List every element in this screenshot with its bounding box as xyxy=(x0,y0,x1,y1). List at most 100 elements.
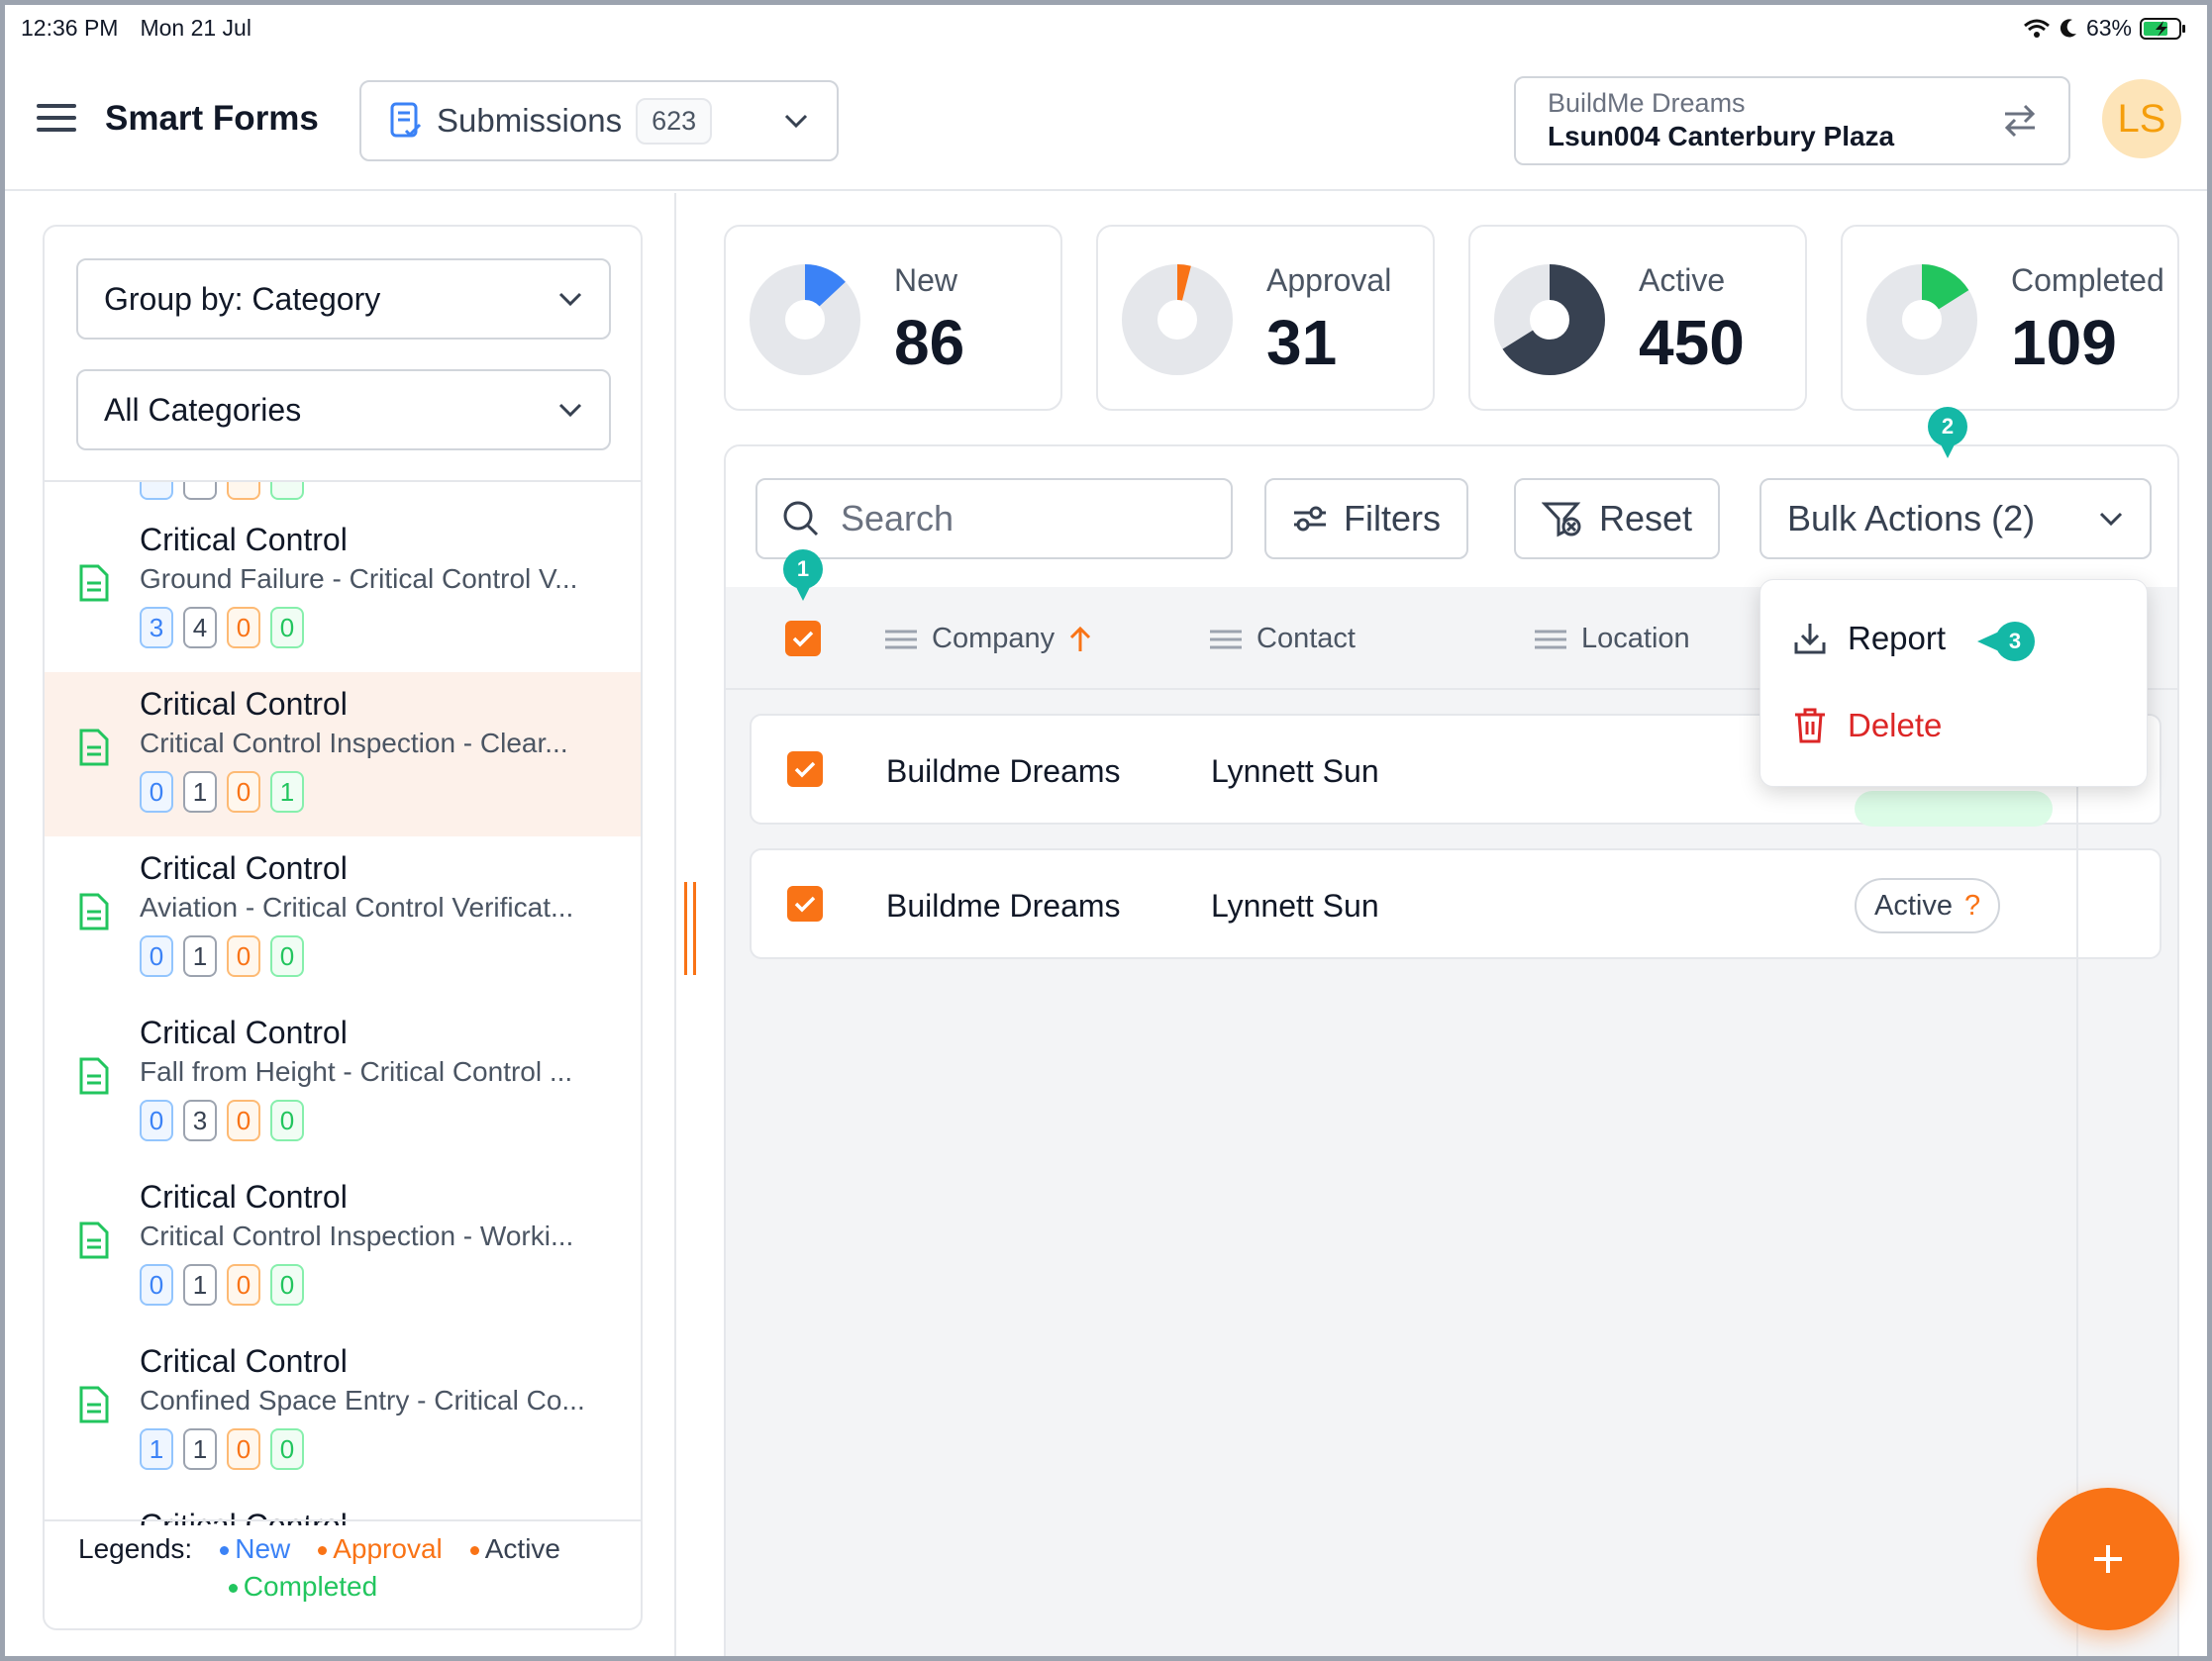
new-count-badge: 0 xyxy=(140,771,173,813)
count-badges: 1 1 0 0 xyxy=(140,1428,304,1470)
approval-count-badge: 4 xyxy=(183,607,217,648)
count-badges: 0 1 0 0 xyxy=(140,1264,304,1306)
stat-card-active[interactable]: Active 450 xyxy=(1468,225,1807,411)
table-row[interactable]: Buildme Dreams Lynnett Sun Active ? xyxy=(750,848,2162,959)
document-icon xyxy=(79,1057,109,1095)
legend-label: Legends: xyxy=(78,1533,193,1564)
battery-percent: 63% xyxy=(2085,15,2132,41)
menu-item-report[interactable]: Report xyxy=(1792,620,1946,657)
stat-card-new[interactable]: New 86 xyxy=(724,225,1062,411)
legend-completed: Completed xyxy=(228,1571,378,1603)
swap-icon[interactable] xyxy=(2001,102,2039,140)
row-checkbox[interactable] xyxy=(787,886,823,922)
menu-item-delete-label: Delete xyxy=(1848,707,1943,743)
approval-count-badge: 1 xyxy=(183,1264,217,1306)
donut-chart-approval xyxy=(1122,264,1233,375)
category-item[interactable]: Critical Control Ground Failure - Critic… xyxy=(45,508,641,672)
category-item[interactable]: Critical Control Confined Space Entry - … xyxy=(45,1329,641,1494)
download-icon xyxy=(1794,624,1826,654)
trash-icon xyxy=(1795,708,1825,743)
category-subtitle: Critical Control Inspection - Clear... xyxy=(140,728,568,758)
active-count-badge: 0 xyxy=(227,771,260,813)
stat-card-approval[interactable]: Approval 31 xyxy=(1096,225,1435,411)
status-bar-left: 12:36 PM Mon 21 Jul xyxy=(21,15,251,42)
new-count-badge: 0 xyxy=(140,1100,173,1141)
status-pill-partial xyxy=(1855,791,2053,827)
select-all-checkbox[interactable] xyxy=(785,621,821,656)
legend-new-label: New xyxy=(235,1533,291,1564)
document-icon xyxy=(79,564,109,602)
active-count-badge: 0 xyxy=(227,1264,260,1306)
group-by-select[interactable]: Group by: Category xyxy=(76,258,611,340)
category-sidebar: Group by: Category All Categories Critic… xyxy=(43,225,643,1630)
submissions-label: Submissions xyxy=(437,102,623,139)
form-icon xyxy=(390,102,422,138)
category-item-selected[interactable]: Critical Control Critical Control Inspec… xyxy=(45,672,641,836)
donut-chart-active xyxy=(1494,264,1605,375)
hamburger-menu-icon[interactable] xyxy=(37,104,76,140)
status-time: 12:36 PM xyxy=(21,15,119,41)
bulk-actions-label: Bulk Actions (2) xyxy=(1787,498,2036,538)
chevron-down-icon xyxy=(784,114,808,129)
panel-divider xyxy=(674,193,676,1656)
filters-button[interactable]: Filters xyxy=(1264,478,1468,559)
column-contact[interactable]: Contact xyxy=(1209,623,1356,655)
category-list: Critical Control Ground Failure - Critic… xyxy=(45,480,641,1525)
user-avatar[interactable]: LS xyxy=(2102,79,2181,158)
legend: Legends: New Approval Active Completed xyxy=(45,1519,641,1628)
approval-count-badge: 3 xyxy=(183,1100,217,1141)
check-icon xyxy=(794,761,816,778)
category-subtitle: Fall from Height - Critical Control ... xyxy=(140,1056,573,1087)
approval-count-badge: 1 xyxy=(183,1428,217,1470)
new-count-badge: 0 xyxy=(140,1264,173,1306)
moon-icon xyxy=(2060,18,2076,37)
reset-button[interactable]: Reset xyxy=(1514,478,1721,559)
wifi-icon xyxy=(2023,19,2050,38)
app-header xyxy=(5,52,2207,191)
legend-approval: Approval xyxy=(318,1533,443,1565)
category-subtitle: Aviation - Critical Control Verificat... xyxy=(140,892,574,923)
bulk-actions-button[interactable]: Bulk Actions (2) xyxy=(1760,478,2152,559)
group-by-label: Group by: Category xyxy=(104,280,381,317)
stat-label: Completed xyxy=(2011,262,2164,298)
submissions-table-panel: Search Filters Reset Bulk Actions (2) Co… xyxy=(724,444,2179,1656)
document-icon xyxy=(79,1221,109,1259)
search-icon xyxy=(783,501,819,537)
legend-completed-label: Completed xyxy=(243,1571,378,1602)
column-location-label: Location xyxy=(1581,623,1690,654)
drag-handle-icon[interactable] xyxy=(1209,628,1243,651)
category-item[interactable]: Critical Control Critical Control Inspec… xyxy=(45,1165,641,1329)
resize-handle[interactable] xyxy=(684,882,696,975)
check-icon xyxy=(794,896,816,913)
category-title: Critical Control xyxy=(140,1015,348,1050)
scrolled-badges xyxy=(140,482,304,500)
document-icon xyxy=(79,729,109,766)
search-input[interactable]: Search xyxy=(755,478,1233,559)
category-item[interactable]: Critical Control Aviation - Critical Con… xyxy=(45,836,641,1001)
new-count-badge: 0 xyxy=(140,935,173,977)
donut-chart-new xyxy=(750,264,860,375)
row-checkbox[interactable] xyxy=(787,751,823,787)
sort-ascending-icon[interactable] xyxy=(1068,626,1092,653)
category-item[interactable]: Critical Control Fall from Height - Crit… xyxy=(45,1001,641,1165)
table-toolbar: Search Filters Reset Bulk Actions (2) xyxy=(726,446,2177,587)
submissions-select[interactable]: Submissions 623 xyxy=(359,80,839,161)
column-location[interactable]: Location xyxy=(1534,623,1690,655)
sliders-icon xyxy=(1294,506,1326,532)
drag-handle-icon[interactable] xyxy=(884,628,918,651)
stat-card-completed[interactable]: Completed 109 xyxy=(1841,225,2179,411)
menu-item-delete[interactable]: Delete xyxy=(1792,707,1942,744)
question-icon: ? xyxy=(1963,889,1981,922)
location-switcher[interactable]: BuildMe Dreams Lsun004 Canterbury Plaza xyxy=(1514,76,2070,165)
category-title: Critical Control xyxy=(140,850,348,886)
chevron-down-icon xyxy=(558,292,582,307)
step-marker-2: 2 xyxy=(1928,407,1967,458)
category-filter-select[interactable]: All Categories xyxy=(76,369,611,450)
column-company[interactable]: Company xyxy=(884,623,1092,655)
drag-handle-icon[interactable] xyxy=(1534,628,1567,651)
legend-active: Active xyxy=(469,1533,560,1565)
legend-approval-label: Approval xyxy=(333,1533,443,1564)
submissions-count: 623 xyxy=(636,97,713,145)
column-contact-label: Contact xyxy=(1257,623,1356,654)
add-submission-button[interactable] xyxy=(2037,1488,2179,1630)
